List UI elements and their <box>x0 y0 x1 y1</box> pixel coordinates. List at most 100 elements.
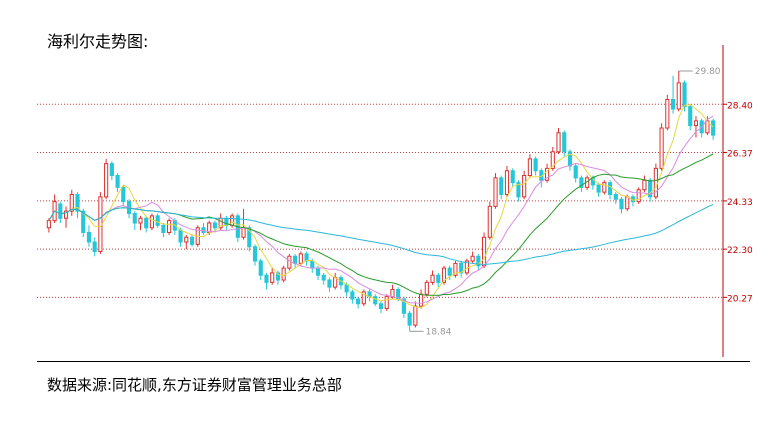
candle <box>642 175 647 193</box>
candle-body <box>178 229 183 243</box>
candle <box>149 213 155 231</box>
candle <box>69 189 74 216</box>
candle <box>476 253 481 271</box>
candle-body <box>270 272 275 283</box>
candle <box>333 272 338 290</box>
candle <box>596 182 601 197</box>
candle <box>361 289 366 307</box>
candle-body <box>378 303 384 309</box>
candle <box>539 168 544 188</box>
candle <box>441 265 447 285</box>
candle <box>184 234 189 250</box>
candle-body <box>241 227 246 238</box>
candle-body <box>212 222 218 229</box>
candle <box>447 265 452 280</box>
y-tick-label: 28.40 <box>727 101 753 111</box>
candle-body <box>167 220 172 233</box>
candle <box>327 277 332 292</box>
candle <box>602 180 607 195</box>
candle <box>607 180 613 200</box>
candle <box>636 187 641 204</box>
candle <box>304 251 309 266</box>
candle-body <box>184 236 189 243</box>
candle <box>464 258 469 276</box>
candle-body <box>676 82 681 110</box>
candle <box>98 192 103 254</box>
candle-body <box>104 163 109 198</box>
candle-body <box>356 298 361 305</box>
candle-body <box>419 293 424 307</box>
candle-body <box>441 267 447 283</box>
candle-body <box>487 205 492 238</box>
candle <box>63 206 69 228</box>
candle-body <box>453 262 458 276</box>
candle-body <box>344 284 349 293</box>
candle-body <box>613 194 618 200</box>
candle <box>487 201 492 240</box>
candle <box>711 118 716 140</box>
candle-body <box>373 296 378 305</box>
candle-body <box>310 260 315 269</box>
candle <box>510 168 515 188</box>
candle-body <box>115 175 120 188</box>
candle-body <box>252 246 258 262</box>
candle <box>527 154 532 178</box>
candle <box>321 272 326 285</box>
candle-body <box>275 272 280 281</box>
candle-body <box>287 255 292 269</box>
candle <box>459 261 464 278</box>
candle-body <box>693 120 699 127</box>
candle <box>430 270 435 285</box>
candle-body <box>556 132 561 153</box>
candle-body <box>625 196 630 210</box>
candle <box>504 166 510 197</box>
candle-body <box>436 274 441 283</box>
candle-body <box>636 189 641 203</box>
moving-averages <box>48 104 714 309</box>
candle-body <box>424 281 429 295</box>
candle <box>144 215 149 233</box>
candle <box>550 147 555 171</box>
y-tick-label: 20.27 <box>727 294 753 304</box>
candle <box>132 211 137 231</box>
candle-body <box>596 184 601 193</box>
candle <box>533 156 538 176</box>
candle-body <box>81 210 86 233</box>
candle <box>109 161 114 181</box>
candle <box>275 270 280 285</box>
candle-body <box>499 177 504 195</box>
candle-body <box>407 312 412 326</box>
candle <box>241 208 246 240</box>
candle <box>676 71 681 112</box>
candle-body <box>189 236 195 245</box>
candle-body <box>510 170 515 184</box>
candle-body <box>92 241 97 252</box>
candle <box>92 237 97 257</box>
candle <box>104 158 109 200</box>
candle-body <box>361 291 366 305</box>
candle <box>424 280 429 297</box>
candle <box>356 296 361 309</box>
candle-body <box>607 182 613 195</box>
candle-body <box>132 213 137 224</box>
candle <box>453 261 458 278</box>
candle-body <box>476 255 481 267</box>
candle <box>693 116 699 138</box>
candle <box>688 104 693 131</box>
candle-body <box>544 167 550 181</box>
candle <box>493 173 498 209</box>
annotations: 29.80 18.84 <box>409 67 721 337</box>
candle-body <box>390 289 395 298</box>
candle <box>384 294 389 311</box>
candle-body <box>711 120 716 136</box>
y-tick-label: 22.30 <box>727 246 753 256</box>
candle <box>189 234 195 247</box>
candle <box>75 192 80 219</box>
candle-body <box>533 158 538 172</box>
candle-body <box>304 253 309 262</box>
ma20-line <box>48 153 714 296</box>
annotation-label: 18.84 <box>426 327 452 337</box>
candle-body <box>430 274 435 283</box>
candle-body <box>75 194 80 212</box>
annotation-label: 29.80 <box>695 67 721 77</box>
